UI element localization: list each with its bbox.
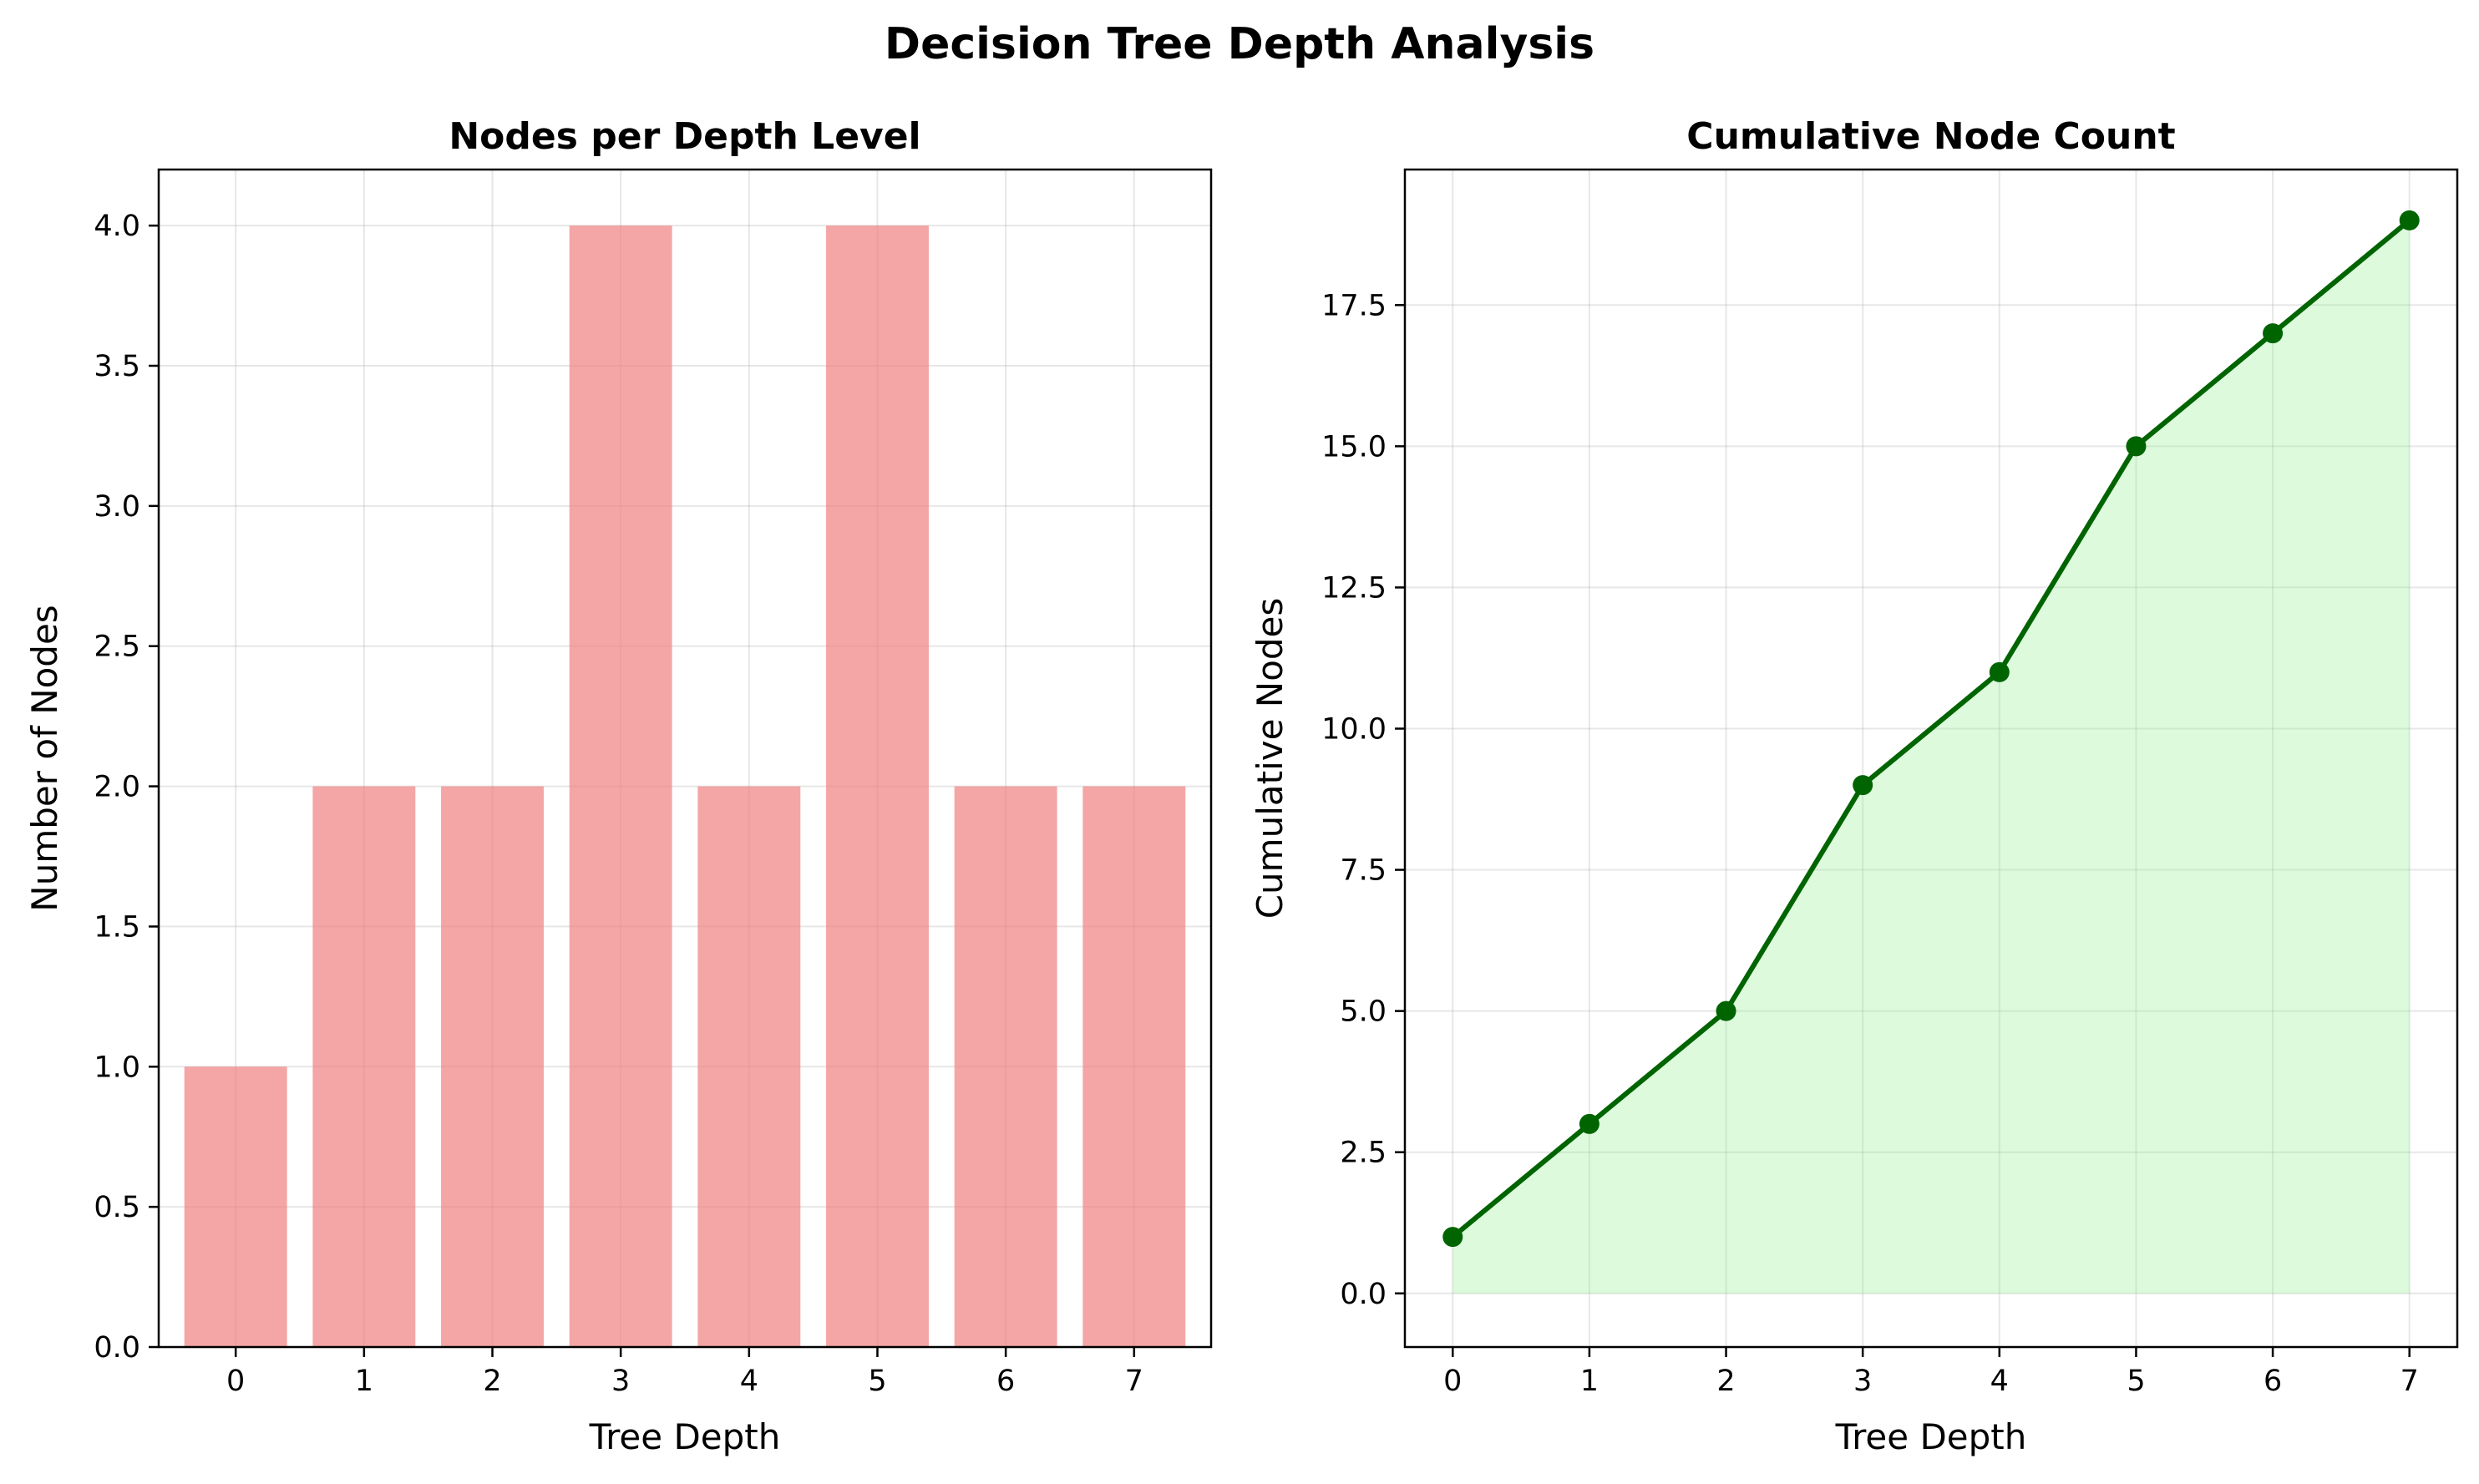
cumulative-chart-x-tick-label: 4 (1990, 1365, 2009, 1398)
bar-chart-x-ticks: 0 1 2 3 4 5 6 7 (226, 1347, 1143, 1398)
bar-chart-x-tick-label: 3 (611, 1365, 630, 1398)
cumulative-chart-x-tick-label: 2 (1716, 1365, 1735, 1398)
cumulative-chart-x-tick-label: 1 (1580, 1365, 1599, 1398)
cumulative-chart-y-tick-label: 15.0 (1321, 430, 1387, 463)
cumulative-point (2263, 323, 2284, 344)
bar (826, 225, 929, 1348)
cumulative-chart-x-label: Tree Depth (1835, 1416, 2027, 1457)
bar (954, 786, 1057, 1347)
bar-chart-x-tick-label: 2 (483, 1365, 501, 1398)
cumulative-chart-y-tick-label: 2.5 (1340, 1137, 1387, 1170)
cumulative-chart-x-ticks: 0 1 2 3 4 5 6 7 (1443, 1347, 2419, 1398)
bar (1082, 786, 1186, 1347)
cumulative-chart-panel: 0 1 2 3 4 5 6 7 0.0 2.5 5.0 7.5 10.0 12.5 15.0 17.5 Cu… (1250, 115, 2459, 1457)
cumulative-chart-x-tick-label: 7 (2400, 1365, 2419, 1398)
cumulative-point (1716, 1000, 1736, 1021)
bar-chart-y-tick-label: 1.5 (94, 910, 140, 944)
cumulative-chart-y-tick-label: 7.5 (1340, 854, 1387, 888)
cumulative-chart-y-label: Cumulative Nodes (1250, 598, 1290, 919)
cumulative-chart-x-tick-label: 6 (2264, 1365, 2282, 1398)
cumulative-point (1442, 1227, 1463, 1248)
cumulative-chart-y-tick-label: 10.0 (1321, 712, 1387, 746)
bar (184, 1066, 287, 1347)
bar-chart-title: Nodes per Depth Level (449, 115, 920, 158)
bar-chart-y-tick-label: 2.5 (94, 631, 140, 664)
bar (441, 786, 544, 1347)
bar-chart-x-tick-label: 6 (996, 1365, 1015, 1398)
bar-chart-y-ticks: 0.0 0.5 1.0 1.5 2.0 2.5 3.0 3.5 4.0 (94, 210, 159, 1365)
bar-chart-y-label: Number of Nodes (24, 605, 65, 911)
bar-chart-x-tick-label: 5 (868, 1365, 886, 1398)
cumulative-chart-y-tick-label: 12.5 (1321, 571, 1387, 605)
bar-chart-panel: 0 1 2 3 4 5 6 7 0.0 0.5 1.0 1.5 2.0 2.5 3.0 3.5 4.0 Nod… (24, 115, 1213, 1457)
cumulative-area-fill (1452, 220, 2410, 1294)
bar-chart-y-tick-label: 0.5 (94, 1191, 140, 1224)
cumulative-chart-frame (1403, 168, 2459, 1349)
cumulative-point (1579, 1113, 1599, 1134)
cumulative-chart-x-tick-label: 3 (1853, 1365, 1872, 1398)
cumulative-chart-y-tick-label: 5.0 (1340, 995, 1387, 1029)
bar (569, 225, 672, 1348)
cumulative-chart-x-tick-label: 0 (1443, 1365, 1462, 1398)
bar-chart-x-tick-label: 0 (226, 1365, 245, 1398)
cumulative-chart-grid (1405, 170, 2457, 1347)
cumulative-chart-y-ticks: 0.0 2.5 5.0 7.5 10.0 12.5 15.0 17.5 (1321, 289, 1405, 1311)
cumulative-point (1853, 775, 1873, 796)
cumulative-point (2399, 210, 2420, 230)
bar (697, 786, 801, 1347)
bar-chart-y-tick-label: 0.0 (94, 1331, 140, 1365)
cumulative-chart-series (1442, 210, 2420, 1294)
bar-chart-frame (157, 168, 1213, 1349)
bar-chart-bars (184, 225, 1186, 1348)
bar-chart-x-tick-label: 7 (1125, 1365, 1143, 1398)
cumulative-chart-y-tick-label: 17.5 (1321, 289, 1387, 322)
bar-chart-x-tick-label: 1 (355, 1365, 373, 1398)
cumulative-line (1451, 218, 2411, 1239)
cumulative-chart-title: Cumulative Node Count (1686, 115, 2175, 158)
cumulative-point (2126, 436, 2147, 457)
bar-chart-y-tick-label: 3.5 (94, 350, 140, 383)
bar-chart-y-tick-label: 3.0 (94, 490, 140, 524)
cumulative-chart-x-tick-label: 5 (2127, 1365, 2145, 1398)
bar-chart-x-label: Tree Depth (589, 1416, 781, 1457)
bar-chart-y-tick-label: 4.0 (94, 210, 140, 243)
bar-chart-y-tick-label: 1.0 (94, 1051, 140, 1084)
cumulative-chart-y-tick-label: 0.0 (1340, 1278, 1387, 1311)
bar-chart-x-tick-label: 4 (740, 1365, 758, 1398)
bar (312, 786, 416, 1347)
bar-chart-y-tick-label: 2.0 (94, 771, 140, 804)
cumulative-point (1989, 661, 2010, 682)
figure-title: Decision Tree Depth Analysis (885, 19, 1594, 69)
